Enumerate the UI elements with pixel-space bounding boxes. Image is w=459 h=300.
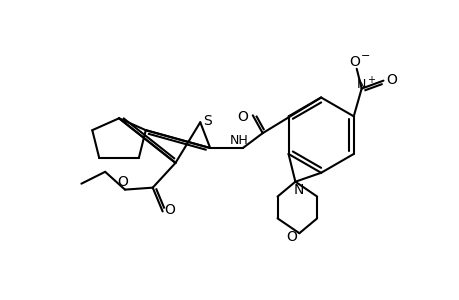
Text: NH: NH bbox=[229, 134, 248, 147]
Text: +: + bbox=[366, 75, 374, 85]
Text: O: O bbox=[285, 230, 296, 244]
Text: N: N bbox=[356, 78, 365, 91]
Text: S: S bbox=[202, 114, 211, 128]
Text: O: O bbox=[385, 73, 396, 87]
Text: O: O bbox=[348, 55, 359, 69]
Text: O: O bbox=[237, 110, 248, 124]
Text: O: O bbox=[118, 175, 128, 189]
Text: O: O bbox=[164, 203, 174, 218]
Text: N: N bbox=[292, 183, 303, 196]
Text: −: − bbox=[360, 51, 369, 61]
